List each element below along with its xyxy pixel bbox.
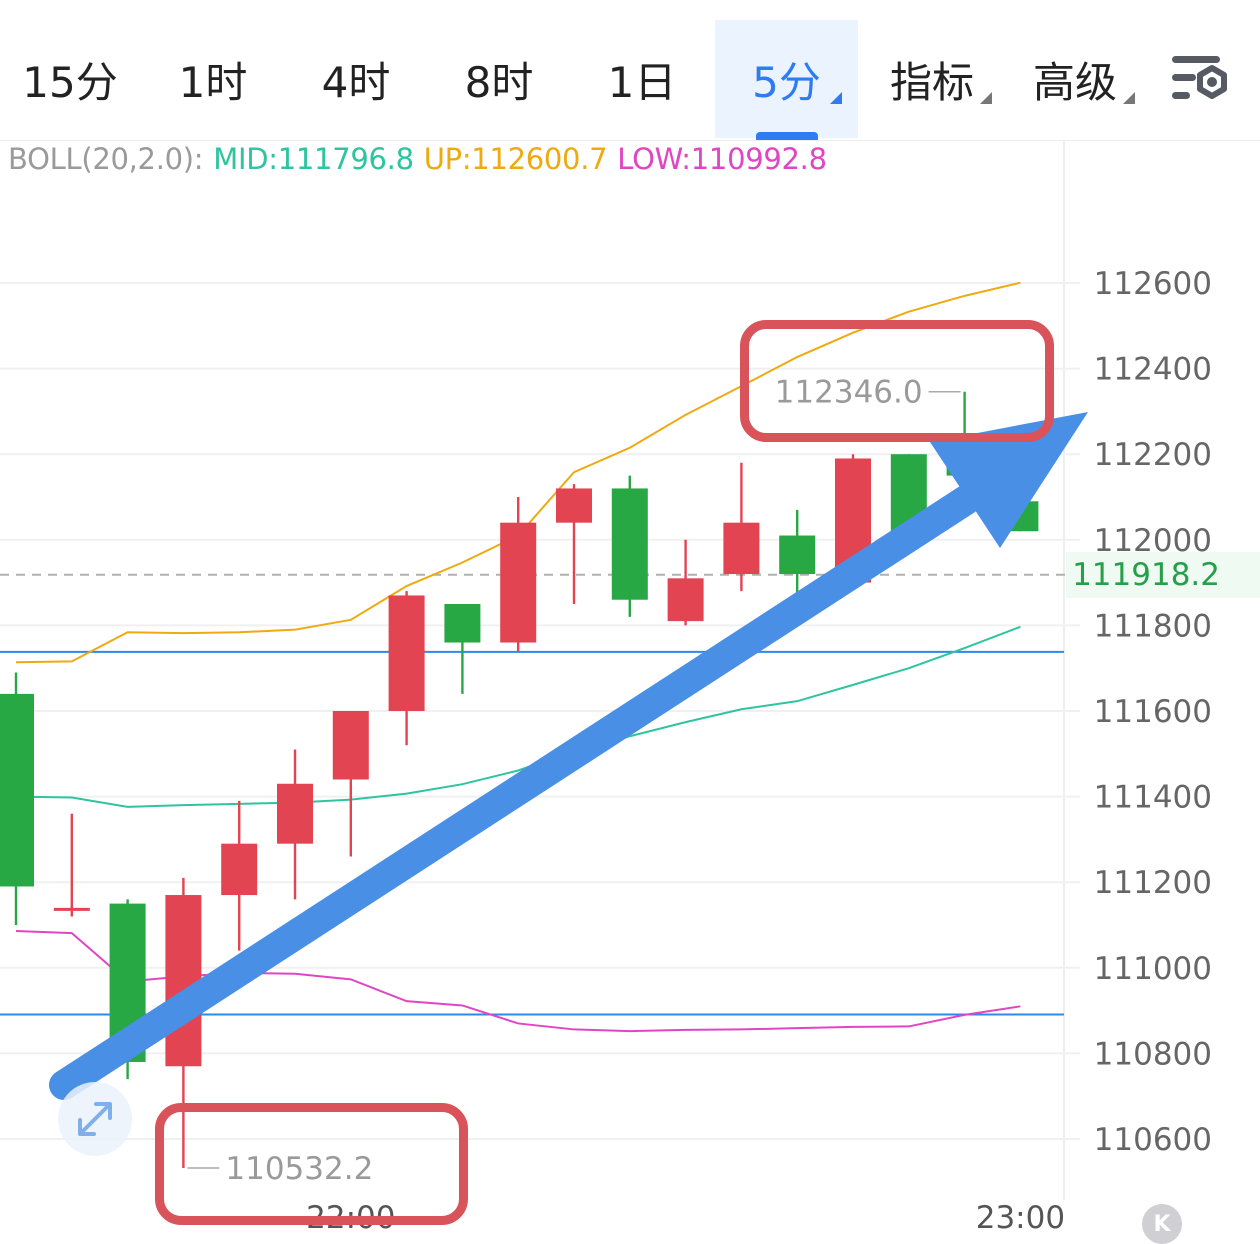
y-tick-label: 110600 bbox=[1094, 1122, 1212, 1158]
candle[interactable] bbox=[611, 475, 648, 617]
candle-body bbox=[444, 604, 481, 643]
y-tick-label: 111000 bbox=[1094, 951, 1212, 987]
candle-body bbox=[277, 783, 313, 844]
tab-1h[interactable]: 1时 bbox=[143, 20, 283, 138]
tab-advanced[interactable]: 高级 bbox=[1005, 20, 1145, 138]
candle-body bbox=[611, 488, 648, 600]
candlestick-chart[interactable]: 1126001124001122001120001118001116001114… bbox=[0, 140, 1260, 1237]
dropdown-triangle-icon bbox=[830, 92, 842, 104]
tab-label: 高级 bbox=[1032, 57, 1117, 107]
boll-indicator-readout: BOLL(20,2.0): MID:111796.8 UP:112600.7 LOW:… bbox=[8, 142, 837, 182]
trend-arrow-shaft bbox=[49, 485, 981, 1100]
y-tick-label: 111600 bbox=[1094, 694, 1212, 730]
tab-8h[interactable]: 8时 bbox=[429, 20, 569, 138]
high-price-label: 112346.0 bbox=[775, 375, 923, 411]
candle-body bbox=[53, 907, 90, 911]
boll-name: BOLL(20,2.0): bbox=[8, 142, 204, 176]
price-annotations: 112346.0 110532.2 bbox=[187, 375, 961, 1187]
trend-arrow bbox=[49, 412, 1088, 1100]
dropdown-triangle-icon bbox=[980, 92, 992, 104]
trend-arrow-head bbox=[930, 412, 1088, 548]
y-tick-label: 111400 bbox=[1094, 780, 1212, 816]
candle-body bbox=[221, 843, 258, 896]
boll-up-value: UP:112600.7 bbox=[423, 142, 608, 176]
candle[interactable] bbox=[53, 813, 90, 917]
grid-lines bbox=[0, 140, 1080, 1200]
tab-15m[interactable]: 15分 bbox=[0, 20, 140, 138]
candle[interactable] bbox=[388, 591, 425, 746]
tab-indicators[interactable]: 指标 bbox=[862, 20, 1002, 138]
candle[interactable] bbox=[723, 462, 760, 592]
y-tick-label: 112400 bbox=[1094, 352, 1212, 388]
x-tick-label: 23:00 bbox=[976, 1200, 1065, 1236]
candle[interactable] bbox=[0, 672, 34, 925]
candle[interactable] bbox=[779, 509, 816, 596]
k-logo-icon: K bbox=[1153, 1211, 1171, 1237]
dropdown-triangle-icon bbox=[1123, 92, 1135, 104]
candle-body bbox=[500, 522, 537, 643]
candle-body bbox=[556, 488, 592, 523]
candle[interactable] bbox=[667, 539, 704, 626]
y-tick-label: 110800 bbox=[1094, 1036, 1212, 1072]
candle-body bbox=[165, 895, 202, 1067]
y-tick-label: 112200 bbox=[1094, 437, 1212, 473]
tab-5m[interactable]: 5分 bbox=[715, 20, 858, 138]
timeframe-tabs: 15分 1时 4时 8时 1日 5分 指标 高级 bbox=[0, 0, 1260, 141]
tab-4h[interactable]: 4时 bbox=[286, 20, 426, 138]
candle[interactable] bbox=[556, 484, 592, 604]
tab-label: 指标 bbox=[889, 57, 974, 107]
boll-low-value: LOW:110992.8 bbox=[617, 142, 827, 176]
highlight-box-high bbox=[740, 320, 1054, 442]
candle-body bbox=[0, 693, 34, 887]
candle[interactable] bbox=[332, 711, 369, 857]
candle[interactable] bbox=[500, 497, 537, 652]
tab-label: 1日 bbox=[607, 57, 677, 107]
tab-1d[interactable]: 1日 bbox=[572, 20, 712, 138]
y-axis-labels: 1126001124001122001120001118001116001114… bbox=[1094, 266, 1212, 1158]
candle-body bbox=[723, 522, 760, 575]
tab-label: 4时 bbox=[321, 57, 391, 107]
fullscreen-button[interactable] bbox=[58, 1082, 132, 1156]
candles bbox=[0, 391, 1039, 1169]
active-tab-indicator bbox=[756, 132, 818, 140]
boll-mid-line bbox=[15, 625, 1021, 808]
boll-mid-value: MID:111796.8 bbox=[213, 142, 414, 176]
y-tick-label: 112600 bbox=[1094, 266, 1212, 302]
candle-body bbox=[779, 535, 816, 575]
candle[interactable] bbox=[277, 749, 313, 900]
tab-label: 15分 bbox=[22, 57, 118, 107]
candle-body bbox=[667, 578, 704, 622]
expand-icon bbox=[78, 1102, 112, 1136]
current-price-label: 111918.2 bbox=[1066, 552, 1260, 598]
chart-settings-button[interactable] bbox=[1168, 50, 1232, 110]
chart-settings-icon bbox=[1172, 56, 1227, 99]
low-price-label: 110532.2 bbox=[225, 1151, 373, 1187]
tab-label: 5分 bbox=[752, 57, 821, 107]
candle-body bbox=[332, 711, 369, 780]
y-tick-label: 111800 bbox=[1094, 608, 1212, 644]
candle[interactable] bbox=[444, 604, 481, 694]
tab-label: 1时 bbox=[178, 57, 248, 107]
k-logo-button[interactable]: K bbox=[1142, 1204, 1182, 1244]
candle[interactable] bbox=[221, 800, 258, 951]
y-tick-label: 111200 bbox=[1094, 865, 1212, 901]
candle-body bbox=[388, 595, 425, 711]
highlight-box-low bbox=[155, 1103, 468, 1225]
tab-label: 8时 bbox=[464, 57, 534, 107]
